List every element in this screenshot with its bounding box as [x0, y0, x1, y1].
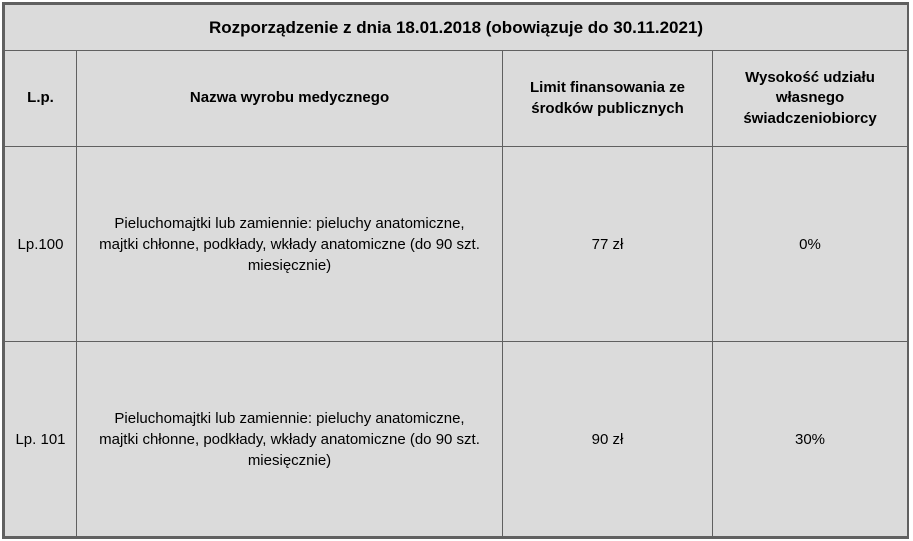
cell-lp: Lp. 101	[5, 342, 77, 537]
header-row: L.p. Nazwa wyrobu medycznego Limit finan…	[5, 51, 908, 147]
regulation-table: Rozporządzenie z dnia 18.01.2018 (obowią…	[4, 4, 908, 537]
cell-lp: Lp.100	[5, 147, 77, 342]
table-row: Lp. 101 Pieluchomajtki lub zamiennie: pi…	[5, 342, 908, 537]
regulation-table-container: Rozporządzenie z dnia 18.01.2018 (obowią…	[2, 2, 909, 539]
cell-limit: 90 zł	[503, 342, 713, 537]
cell-share: 30%	[713, 342, 908, 537]
header-share: Wysokość udziału własnego świadczeniobio…	[713, 51, 908, 147]
cell-name: Pieluchomajtki lub zamiennie: pieluchy a…	[77, 342, 503, 537]
header-limit: Limit finansowania ze środków publicznyc…	[503, 51, 713, 147]
cell-name: Pieluchomajtki lub zamiennie: pieluchy a…	[77, 147, 503, 342]
header-lp: L.p.	[5, 51, 77, 147]
cell-limit: 77 zł	[503, 147, 713, 342]
cell-name-text: Pieluchomajtki lub zamiennie: pieluchy a…	[83, 408, 496, 471]
table-title: Rozporządzenie z dnia 18.01.2018 (obowią…	[5, 5, 908, 51]
table-row: Lp.100 Pieluchomajtki lub zamiennie: pie…	[5, 147, 908, 342]
cell-share: 0%	[713, 147, 908, 342]
header-name: Nazwa wyrobu medycznego	[77, 51, 503, 147]
title-row: Rozporządzenie z dnia 18.01.2018 (obowią…	[5, 5, 908, 51]
cell-name-text: Pieluchomajtki lub zamiennie: pieluchy a…	[83, 213, 496, 276]
